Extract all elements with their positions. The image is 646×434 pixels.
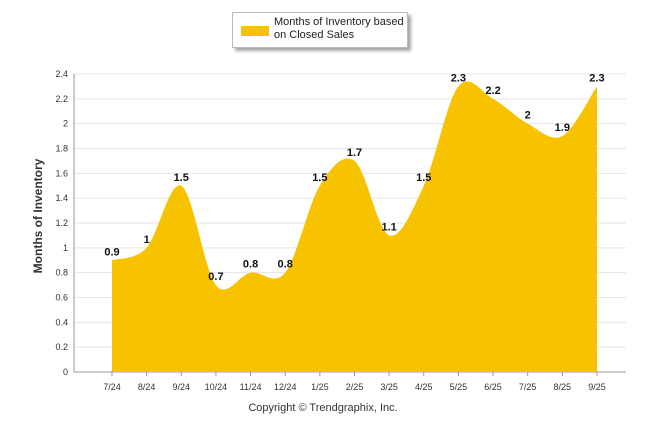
- data-label: 2.3: [451, 72, 466, 84]
- data-label: 0.8: [243, 259, 258, 271]
- x-tick-label: 1/25: [311, 382, 329, 392]
- y-tick-label: 1: [63, 243, 68, 253]
- y-tick-label: 1.6: [55, 168, 68, 178]
- y-tick-label: 2: [63, 119, 68, 129]
- x-tick-label: 9/25: [588, 382, 606, 392]
- x-axis-ticks: 7/24 8/24 9/24 10/24 11/24 12/24 1/25 2/25 3/25 4…: [103, 372, 606, 392]
- x-tick-label: 9/24: [173, 382, 191, 392]
- x-tick-label: 7/24: [103, 382, 121, 392]
- y-tick-label: 0.4: [55, 317, 68, 327]
- legend-swatch: [241, 26, 269, 36]
- y-tick-label: 1.4: [55, 193, 68, 203]
- y-tick-label: 0: [63, 367, 68, 377]
- data-label: 2.2: [485, 85, 500, 97]
- data-label: 1.1: [381, 221, 396, 233]
- area-fill: [112, 81, 597, 372]
- x-tick-label: 11/24: [240, 382, 262, 392]
- data-label: 2: [525, 110, 531, 122]
- y-axis-title: Months of Inventory: [31, 158, 45, 274]
- area-series: [112, 81, 597, 372]
- data-label: 1.5: [416, 172, 431, 184]
- data-label: 1.5: [312, 172, 327, 184]
- data-label: 0.7: [208, 271, 223, 283]
- data-label: 0.8: [278, 259, 293, 271]
- x-tick-label: 8/25: [554, 382, 572, 392]
- x-tick-label: 12/24: [274, 382, 297, 392]
- x-tick-label: 2/25: [346, 382, 364, 392]
- data-label: 0.9: [104, 246, 119, 258]
- y-axis-ticks: 0 0.2 0.4 0.6 0.8 1 1.2 1.4 1.6 1.8 2 2.2 2.4: [55, 69, 68, 377]
- data-label: 1: [144, 234, 150, 246]
- x-tick-label: 4/25: [415, 382, 433, 392]
- y-tick-label: 0.8: [55, 268, 68, 278]
- x-tick-label: 3/25: [380, 382, 398, 392]
- y-tick-label: 1.8: [55, 144, 68, 154]
- data-label: 1.7: [347, 147, 362, 159]
- data-label: 1.9: [555, 122, 570, 134]
- copyright-text: Copyright © Trendgraphix, Inc.: [248, 402, 398, 414]
- y-tick-label: 2.4: [55, 69, 68, 79]
- data-labels: 0.9 1 1.5 0.7 0.8 0.8 1.5 1.7 1.1 1.5 2.3 2.2 2 1.9 2.…: [104, 72, 604, 283]
- x-tick-label: 5/25: [450, 382, 468, 392]
- y-tick-label: 1.2: [55, 218, 68, 228]
- y-tick-label: 2.2: [55, 94, 68, 104]
- x-tick-label: 10/24: [205, 382, 228, 392]
- data-label: 1.5: [174, 172, 189, 184]
- x-tick-label: 6/25: [484, 382, 502, 392]
- legend[interactable]: Months of Inventory based on Closed Sale…: [232, 12, 408, 48]
- y-tick-label: 0.2: [55, 342, 68, 352]
- y-tick-label: 0.6: [55, 293, 68, 303]
- x-tick-label: 7/25: [519, 382, 537, 392]
- x-tick-label: 8/24: [138, 382, 156, 392]
- legend-label: Months of Inventory based on Closed Sale…: [274, 16, 404, 41]
- data-label: 2.3: [589, 72, 604, 84]
